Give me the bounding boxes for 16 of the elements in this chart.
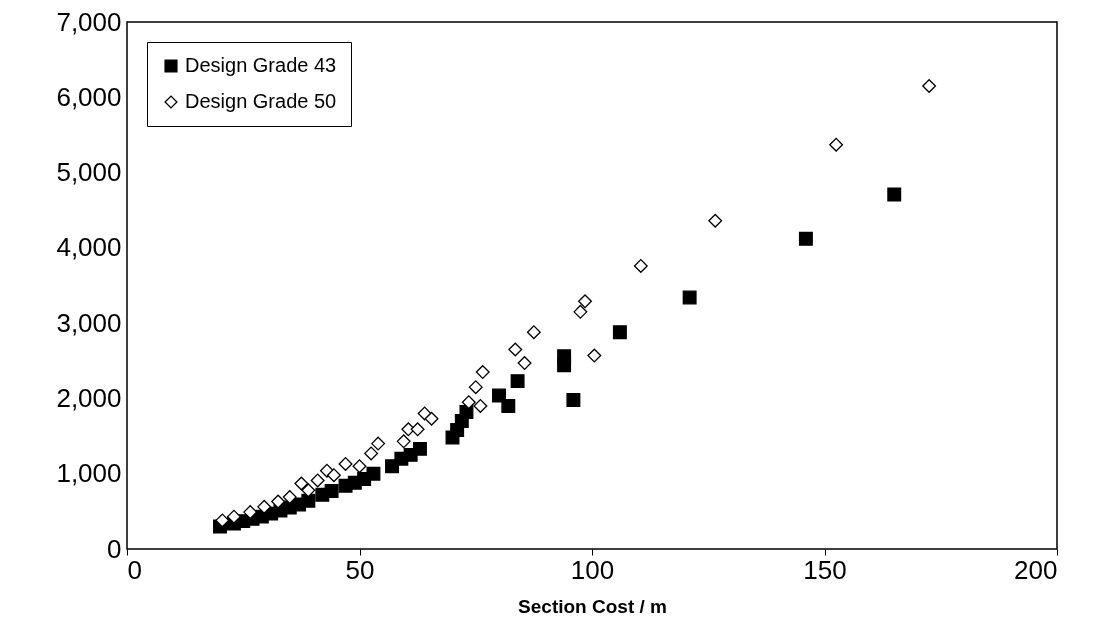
y-tick-label: 3,000 [56, 307, 122, 338]
y-tick-label: 6,000 [56, 81, 122, 112]
legend-label: Design Grade 43 [185, 54, 337, 76]
x-tick-label: 0 [127, 554, 142, 585]
x-tick-label: 150 [803, 554, 847, 585]
y-tick-label: 4,000 [56, 232, 122, 263]
x-axis-title: Section Cost / m [518, 595, 667, 617]
y-tick-label: 0 [107, 533, 122, 564]
y-tick-label: 2,000 [56, 382, 122, 413]
y-tick-label: 5,000 [56, 157, 122, 188]
legend-label: Design Grade 50 [185, 90, 337, 112]
x-tick-label: 200 [1014, 554, 1058, 585]
x-tick-label: 100 [570, 554, 615, 585]
y-tick-label: 7,000 [56, 6, 122, 37]
x-tick-label: 50 [345, 554, 375, 585]
y-tick-label: 1,000 [56, 458, 122, 489]
